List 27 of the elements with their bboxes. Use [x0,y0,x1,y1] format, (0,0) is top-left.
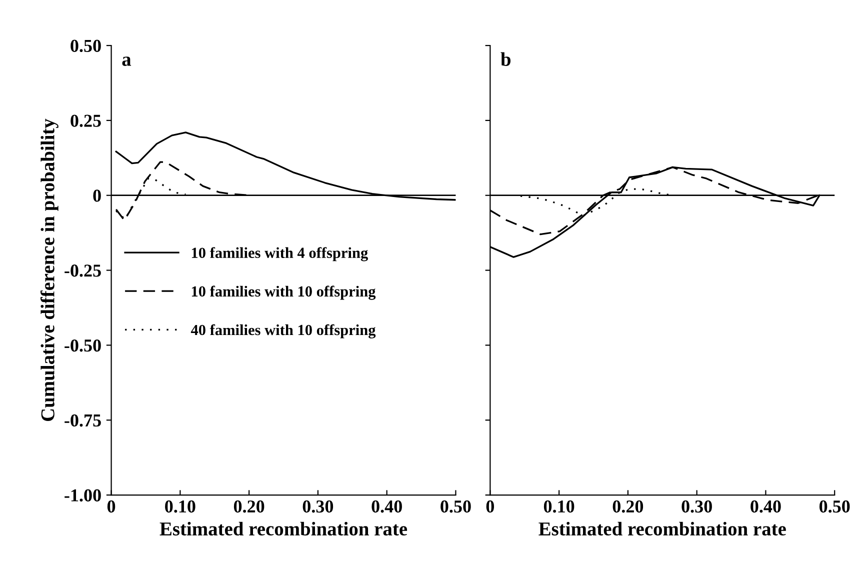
x-tick-label: 0 [486,500,494,513]
y-tick-label: 0.25 [70,114,101,127]
annotation: a [122,56,132,66]
legend-label: 10 families with 10 offspring [192,286,376,300]
x-tick-label: 0.10 [544,500,574,513]
y-tick-label: -1.00 [64,489,101,502]
annotation: b [500,52,511,66]
x-tick-label: 0.40 [750,500,781,513]
x-axis-title: Estimated recombination rate [538,522,786,536]
x-tick-label: 0.10 [165,500,196,513]
y-tick-label: 0.50 [70,40,101,52]
x-tick-label: 0 [107,500,116,513]
y-tick-label: 0 [93,190,101,202]
x-tick-label: 0.30 [302,500,334,513]
x-tick-label: 0.50 [440,500,471,513]
x-axis-title: Estimated recombination rate [160,522,408,536]
x-tick-label: 0.20 [612,500,644,513]
x-tick-label: 0.50 [819,500,850,513]
y-tick-label: -0.75 [64,414,101,427]
y-axis-title: Cumulative difference in probability [40,118,58,422]
x-tick-label: 0.30 [682,500,712,513]
y-tick-label: -0.50 [64,339,101,352]
legend-label: 40 families with 10 offspring [190,324,376,338]
x-tick-label: 0.20 [234,500,264,513]
legend-label: 10 families with 4 offspring [192,247,368,262]
y-tick-label: -0.25 [64,264,101,277]
x-tick-label: 0.40 [372,500,402,513]
